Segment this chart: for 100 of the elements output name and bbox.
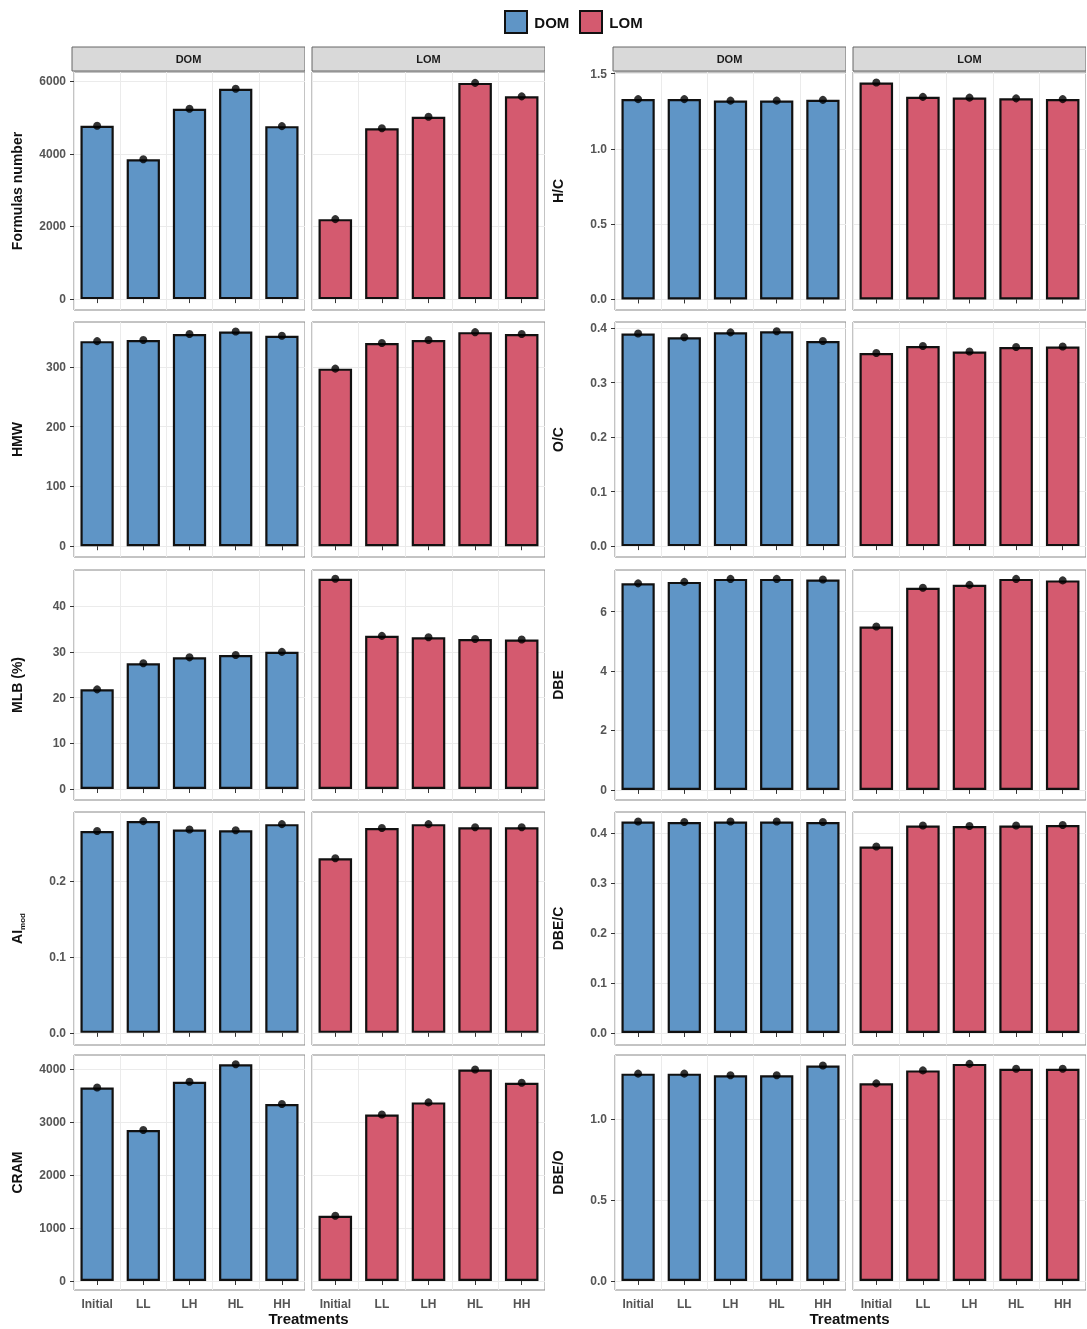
- x-tick-label: LL: [915, 1297, 931, 1311]
- x-tick-label: HL: [1008, 1297, 1025, 1311]
- y-tick-label: 1.0: [590, 1111, 608, 1126]
- bar: [265, 1103, 299, 1281]
- point: [231, 84, 240, 93]
- bar: [126, 663, 160, 790]
- chart-title: LOM: [957, 53, 982, 65]
- point: [139, 1125, 148, 1134]
- bar: [906, 96, 940, 300]
- x-tick-label: Initial: [81, 1297, 113, 1311]
- bar: [318, 578, 353, 790]
- y-tick-label: 3000: [39, 1114, 67, 1129]
- point: [231, 1060, 240, 1069]
- bar: [906, 825, 940, 1033]
- y-tick-label: 40: [52, 599, 67, 614]
- bar: [365, 1114, 399, 1281]
- point: [965, 580, 974, 589]
- point: [1058, 95, 1067, 104]
- y-axis-title: O/C: [550, 427, 566, 452]
- point: [139, 659, 148, 668]
- point: [965, 822, 974, 830]
- x-tick-label: HH: [1054, 1297, 1072, 1311]
- text: LOM: [609, 13, 643, 31]
- y-tick-label: 0.3: [590, 375, 608, 390]
- y-tick-label: 0.0: [590, 539, 608, 554]
- bar: [172, 1081, 207, 1281]
- y-tick-label: 0.1: [49, 949, 67, 964]
- y-tick-label: 0.2: [49, 874, 67, 889]
- y-axis-title: H/C: [550, 178, 566, 204]
- point: [377, 124, 386, 133]
- chart-title: DOM: [175, 53, 202, 65]
- point: [424, 633, 433, 642]
- point: [918, 1066, 927, 1075]
- point: [872, 1079, 881, 1088]
- point: [918, 92, 927, 101]
- y-tick-label: 0.2: [590, 430, 608, 445]
- bar: [458, 332, 492, 547]
- bar: [1045, 99, 1080, 300]
- bar: [859, 626, 894, 790]
- x-tick-label: LH: [722, 1297, 739, 1311]
- y-tick-label: 100: [45, 479, 67, 494]
- bar: [411, 339, 446, 547]
- bar: [265, 651, 299, 790]
- x-tick-label: HL: [227, 1297, 244, 1311]
- y-tick-label: 200: [45, 419, 67, 434]
- y-axis-title: CRAM: [9, 1151, 25, 1194]
- y-axis-title: MLB (%): [9, 657, 25, 713]
- bar: [365, 342, 399, 547]
- bar: [999, 578, 1033, 790]
- bar: [458, 639, 492, 790]
- bar: [172, 108, 207, 300]
- y-tick-label: 0.3: [590, 876, 608, 890]
- bar: [1045, 825, 1080, 1033]
- point: [872, 622, 881, 631]
- bar: [999, 98, 1033, 300]
- y-tick-label: 4: [600, 664, 608, 679]
- bar: [859, 846, 894, 1033]
- bar: [126, 1129, 160, 1281]
- bar: [126, 159, 160, 300]
- bar: [906, 587, 940, 790]
- y-tick-label: 0.5: [590, 1192, 608, 1207]
- point: [1012, 821, 1021, 830]
- bar: [504, 1082, 539, 1281]
- point: [517, 823, 526, 832]
- chart-title: LOM: [416, 53, 441, 65]
- bar: [318, 219, 353, 300]
- bar: [504, 333, 539, 547]
- point: [965, 1059, 974, 1068]
- bar: [411, 637, 446, 790]
- point: [331, 215, 340, 224]
- y-tick-label: 2000: [39, 1167, 67, 1182]
- x-tick-label: Initial: [860, 1297, 892, 1311]
- point: [471, 78, 480, 87]
- point: [1012, 343, 1021, 352]
- y-tick-label: 30: [52, 644, 67, 659]
- point: [424, 820, 433, 829]
- y-tick-label: 0: [59, 782, 67, 797]
- point: [517, 635, 526, 644]
- point: [185, 1077, 194, 1086]
- bar: [219, 1064, 253, 1281]
- x-tick-label: HH: [513, 1297, 531, 1311]
- point: [377, 823, 386, 832]
- y-tick-label: 0: [600, 782, 608, 797]
- y-tick-label: 0.4: [590, 826, 608, 840]
- x-tick-label: LH: [961, 1297, 978, 1311]
- y-axis-title: DBE/O: [550, 1150, 566, 1195]
- bar: [265, 126, 299, 300]
- bar: [318, 1215, 353, 1281]
- y-tick-label: 0.5: [590, 217, 608, 232]
- y-tick-label: 2: [600, 723, 608, 738]
- y-tick-label: 1.5: [590, 66, 608, 81]
- bar: [999, 825, 1033, 1033]
- y-tick-label: 2000: [39, 219, 67, 234]
- bar: [80, 689, 114, 790]
- y-axis-title: AImod: [9, 912, 27, 944]
- point: [377, 631, 386, 640]
- y-tick-label: 4000: [39, 146, 67, 161]
- y-tick-label: 10: [52, 736, 67, 751]
- bar: [172, 657, 207, 790]
- point: [139, 155, 148, 164]
